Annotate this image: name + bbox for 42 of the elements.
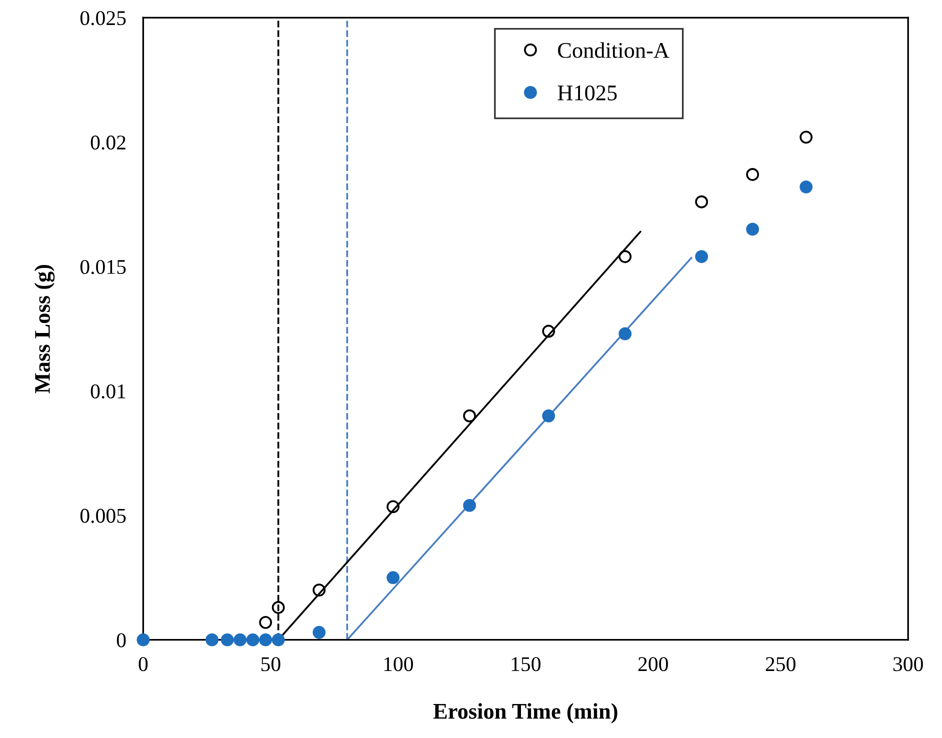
x-tick-label: 150 [512, 657, 540, 672]
point [312, 584, 326, 597]
point [259, 616, 272, 629]
legend-label: Condition-A [558, 42, 670, 58]
y-tick-label: 0.025 [80, 11, 126, 26]
y-tick-label: 0.015 [80, 260, 126, 274]
legend-label: H1025 [558, 85, 617, 100]
point [234, 633, 247, 646]
point [800, 180, 813, 194]
point [618, 250, 632, 264]
point [800, 130, 813, 144]
point [136, 633, 150, 646]
point [542, 324, 556, 338]
x-tick-label: 0 [138, 657, 148, 672]
point [746, 168, 760, 181]
point [206, 633, 218, 646]
point [463, 499, 476, 512]
x-tick-label: 250 [766, 657, 796, 672]
point [246, 633, 260, 646]
x-axis-title: Erosion Time (min) [433, 703, 618, 724]
point [746, 222, 760, 236]
point [272, 601, 285, 614]
x-tick-label: 50 [261, 657, 280, 672]
point [220, 633, 234, 646]
y-tick-label: 0.005 [80, 508, 126, 523]
y-tick-label: 0.01 [90, 384, 126, 399]
point [463, 409, 476, 422]
point [542, 409, 556, 422]
point [272, 633, 285, 646]
x-tick-label: 300 [893, 657, 923, 672]
point [695, 195, 708, 208]
point [259, 633, 272, 646]
point [618, 327, 632, 340]
point [386, 571, 400, 584]
x-tick-label: 100 [384, 657, 413, 672]
y-tick-label: 0.02 [90, 136, 126, 150]
point [695, 250, 708, 264]
y-tick-label: 0 [116, 633, 126, 648]
point [312, 626, 326, 639]
y-axis-title: Mass Loss (g) [34, 264, 55, 394]
point [386, 500, 400, 514]
x-tick-label: 200 [638, 657, 668, 672]
